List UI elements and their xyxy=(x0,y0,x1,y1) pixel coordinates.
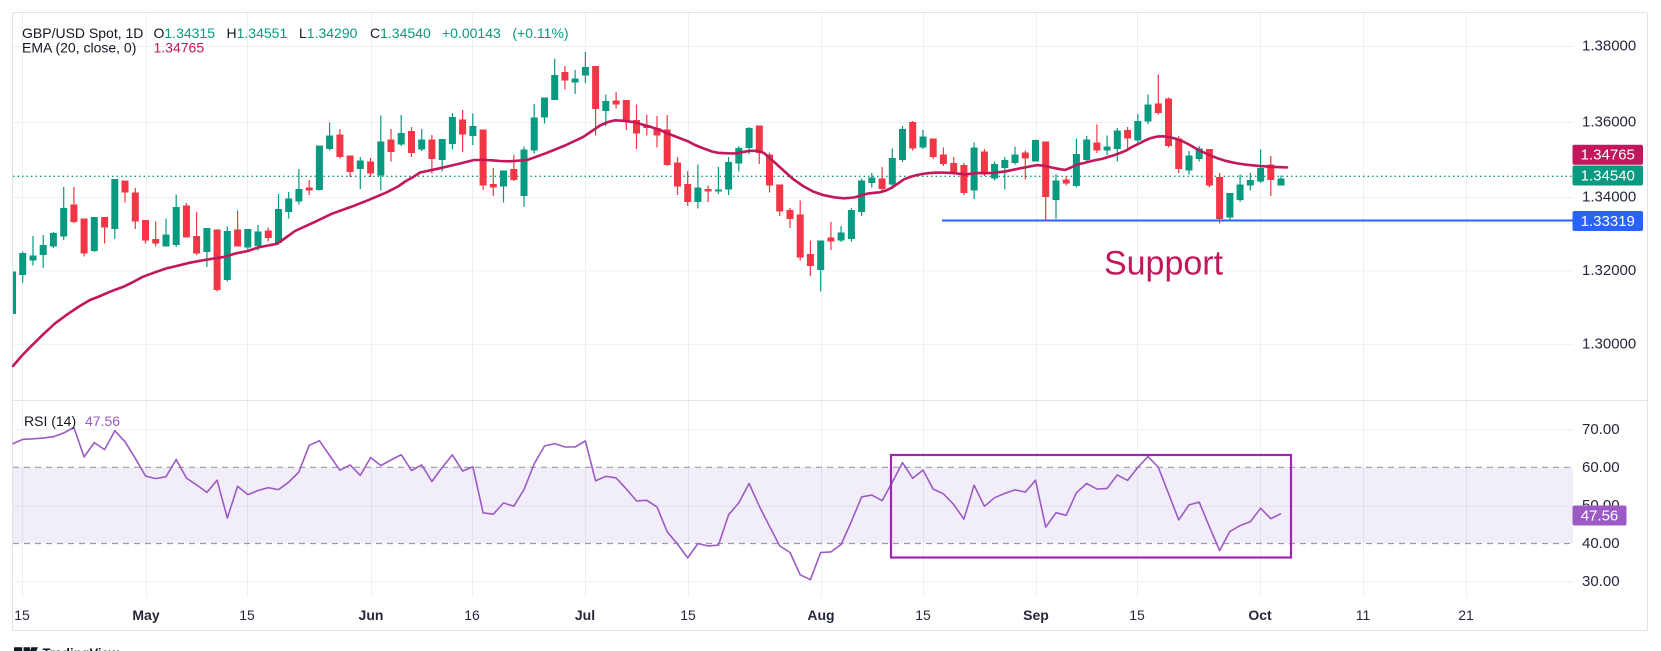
svg-text:1.33319: 1.33319 xyxy=(1581,213,1635,230)
svg-text:70.00: 70.00 xyxy=(1582,421,1620,438)
svg-text:1.32000: 1.32000 xyxy=(1582,262,1636,279)
svg-text:1.38000: 1.38000 xyxy=(1582,38,1636,55)
svg-text:1.34000: 1.34000 xyxy=(1582,189,1636,206)
svg-text:Sep: Sep xyxy=(1023,607,1049,623)
svg-text:Jun: Jun xyxy=(359,607,384,623)
svg-text:15: 15 xyxy=(14,607,30,623)
svg-text:21: 21 xyxy=(1458,607,1474,623)
svg-text:EMA (20, close, 0): EMA (20, close, 0) xyxy=(22,40,136,56)
svg-text:Jul: Jul xyxy=(575,607,595,623)
svg-text:GBP/USD Spot, 1D: GBP/USD Spot, 1D xyxy=(22,25,143,41)
svg-text:15: 15 xyxy=(239,607,255,623)
svg-text:15: 15 xyxy=(1129,607,1145,623)
svg-text:Aug: Aug xyxy=(807,607,834,623)
svg-text:Support: Support xyxy=(1104,245,1224,283)
svg-text:47.56: 47.56 xyxy=(1581,507,1619,524)
svg-text:60.00: 60.00 xyxy=(1582,459,1620,476)
svg-text:May: May xyxy=(132,607,159,623)
svg-text:1.36000: 1.36000 xyxy=(1582,114,1636,131)
svg-text:15: 15 xyxy=(915,607,931,623)
svg-text:40.00: 40.00 xyxy=(1582,535,1620,552)
svg-text:1.34765: 1.34765 xyxy=(154,40,205,56)
svg-text:1.34765: 1.34765 xyxy=(1581,147,1635,164)
svg-text:1.30000: 1.30000 xyxy=(1582,335,1636,352)
svg-text:RSI (14): RSI (14) xyxy=(24,413,76,429)
svg-text:11: 11 xyxy=(1356,607,1371,623)
svg-text:16: 16 xyxy=(464,607,480,623)
svg-text:Oct: Oct xyxy=(1248,607,1272,623)
svg-text:30.00: 30.00 xyxy=(1582,573,1620,590)
svg-text:TradingView: TradingView xyxy=(43,646,120,651)
svg-text:15: 15 xyxy=(680,607,696,623)
svg-text:1.34540: 1.34540 xyxy=(1581,167,1635,184)
svg-text:47.56: 47.56 xyxy=(85,413,120,429)
